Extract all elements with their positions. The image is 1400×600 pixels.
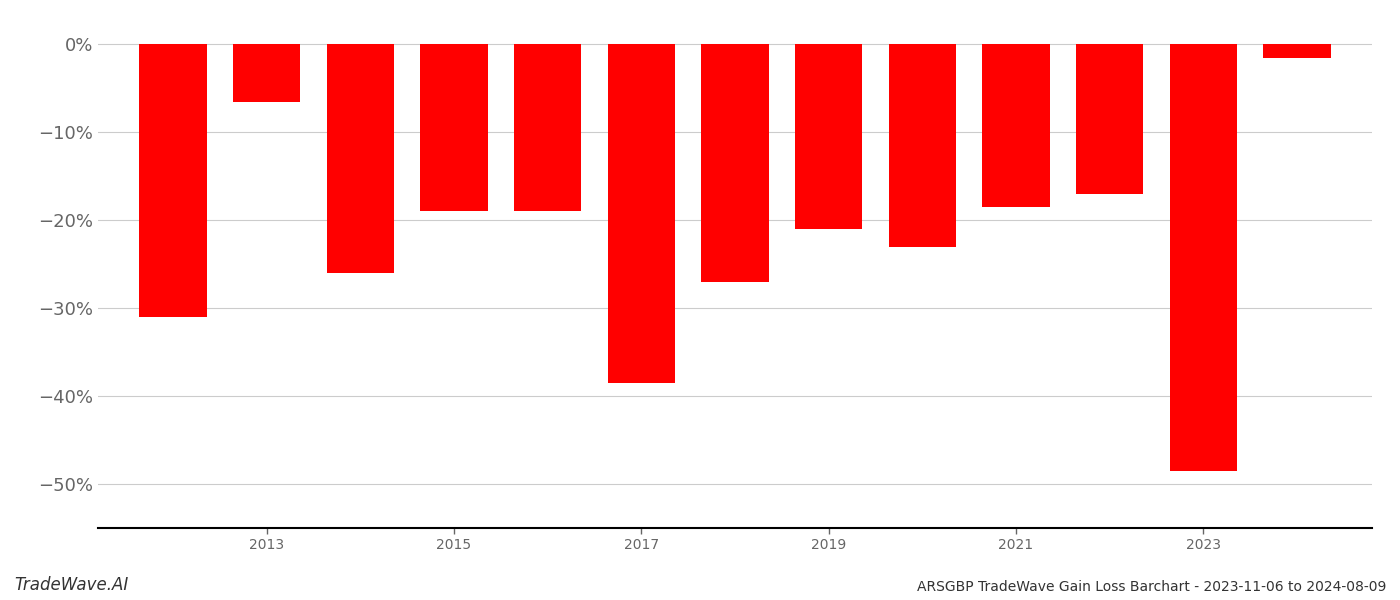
Text: ARSGBP TradeWave Gain Loss Barchart - 2023-11-06 to 2024-08-09: ARSGBP TradeWave Gain Loss Barchart - 20… (917, 580, 1386, 594)
Bar (701, 44, 769, 282)
Bar (1169, 44, 1238, 471)
Bar (514, 44, 581, 211)
Bar (608, 44, 675, 383)
Bar (1077, 44, 1144, 194)
Bar (795, 44, 862, 229)
Bar (889, 44, 956, 247)
Bar (139, 44, 207, 317)
Bar (420, 44, 487, 211)
Bar (1263, 44, 1331, 58)
Bar (232, 44, 301, 101)
Text: TradeWave.AI: TradeWave.AI (14, 576, 129, 594)
Bar (326, 44, 393, 273)
Bar (983, 44, 1050, 207)
